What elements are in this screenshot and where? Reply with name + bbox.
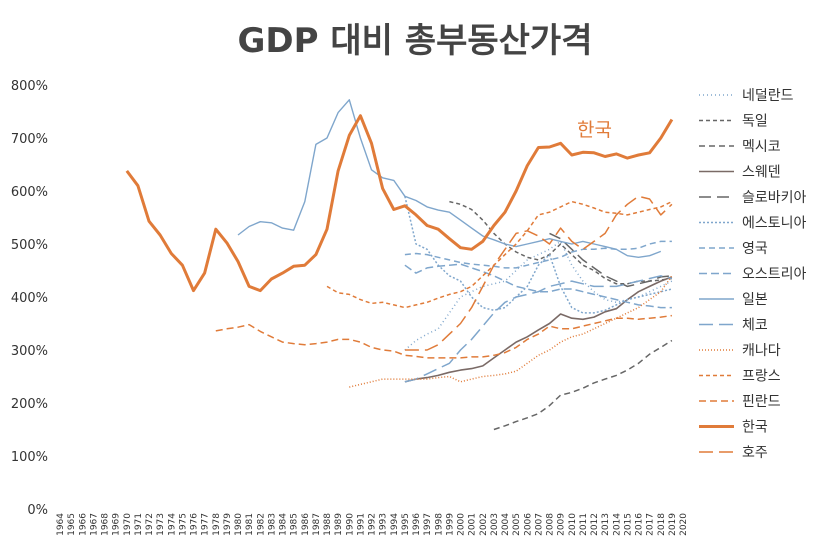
x-tick-label: 1995	[401, 513, 411, 536]
x-tick-label: 1964	[56, 513, 66, 536]
legend-label: 에스토니아	[742, 216, 807, 232]
legend-label: 네덜란드	[742, 88, 794, 104]
series-line	[349, 275, 673, 388]
y-tick-label: 100%	[11, 450, 48, 465]
legend-label: 캐나다	[742, 343, 781, 359]
x-tick-label: 1968	[101, 513, 111, 536]
series-line	[404, 196, 673, 314]
y-tick-label: 400%	[11, 291, 48, 306]
legend-label: 핀란드	[742, 394, 781, 410]
y-tick-label: 500%	[11, 238, 48, 253]
x-tick-label: 1971	[134, 513, 144, 536]
x-tick-label: 1975	[178, 513, 188, 536]
legend-label: 멕시코	[742, 139, 781, 155]
legend-label: 일본	[742, 292, 768, 308]
y-tick-label: 300%	[11, 344, 48, 359]
x-tick-label: 2016	[635, 513, 645, 536]
x-tick-label: 1976	[190, 513, 200, 536]
x-tick-label: 2002	[479, 513, 489, 536]
x-tick-label: 1986	[301, 513, 311, 536]
x-tick-label: 1967	[89, 513, 99, 536]
x-tick-label: 1974	[167, 513, 177, 536]
x-tick-label: 1979	[223, 513, 233, 536]
x-tick-label: 1977	[201, 513, 211, 536]
x-tick-label: 2017	[646, 513, 656, 536]
series-line	[404, 195, 673, 351]
series-line	[326, 200, 673, 309]
legend-label: 영국	[742, 241, 768, 257]
x-tick-label: 2003	[490, 513, 500, 536]
x-tick-label: 2008	[546, 513, 556, 536]
x-tick-label: 2013	[601, 513, 611, 536]
x-axis: 1964 1965 1966 1967 1968 1969 1970 1971 1972 1973…	[56, 513, 689, 536]
x-tick-label: 1966	[78, 513, 88, 536]
x-tick-label: 1981	[245, 513, 255, 536]
legend-label: 프랑스	[742, 369, 781, 385]
series-line	[404, 263, 672, 309]
x-tick-label: 1982	[256, 513, 266, 536]
legend-label: 독일	[742, 114, 768, 130]
x-tick-label: 1980	[234, 513, 244, 536]
x-tick-label: 2010	[568, 513, 578, 536]
series-line	[125, 114, 674, 293]
x-tick-label: 1992	[368, 513, 378, 536]
x-tick-label: 1969	[112, 513, 122, 536]
series-layer	[125, 99, 674, 431]
x-tick-label: 1998	[434, 513, 444, 536]
y-tick-label: 0%	[27, 503, 48, 518]
y-tick-label: 600%	[11, 185, 48, 200]
series-line	[215, 314, 673, 359]
x-tick-label: 1996	[412, 513, 422, 536]
legend-label: 슬로바키아	[742, 190, 807, 206]
x-tick-label: 2005	[512, 513, 522, 536]
x-tick-label: 2001	[468, 513, 478, 536]
series-line	[493, 339, 673, 431]
x-tick-label: 2007	[534, 513, 544, 536]
x-tick-label: 2020	[679, 513, 689, 536]
y-axis: 0% 100% 200% 300% 400% 500% 600% 700% 800%	[11, 79, 48, 518]
legend-label: 체코	[742, 318, 768, 334]
legend-label: 한국	[742, 420, 768, 436]
series-line	[549, 232, 672, 288]
x-tick-label: 1991	[356, 513, 366, 536]
chart-title: GDP 대비 총부동산가격	[238, 21, 593, 61]
x-tick-label: 1993	[379, 513, 389, 536]
x-tick-label: 2004	[501, 513, 511, 536]
legend-label: 호주	[742, 445, 768, 461]
series-line	[404, 240, 672, 269]
x-tick-label: 2012	[590, 513, 600, 536]
legend: 네덜란드독일멕시코스웨덴슬로바키아에스토니아영국오스트리아일본체코캐나다프랑스핀…	[699, 88, 807, 461]
x-tick-label: 1972	[145, 513, 155, 536]
x-tick-label: 2019	[668, 513, 678, 536]
x-tick-label: 2018	[657, 513, 667, 536]
x-tick-label: 2009	[557, 513, 567, 536]
x-tick-label: 1983	[267, 513, 277, 536]
x-tick-label: 1978	[212, 513, 222, 536]
x-tick-label: 1985	[290, 513, 300, 536]
x-tick-label: 2000	[457, 513, 467, 536]
x-tick-label: 1965	[67, 513, 77, 536]
x-tick-label: 2015	[623, 513, 633, 536]
x-tick-label: 2006	[523, 513, 533, 536]
series-line	[404, 275, 673, 383]
x-tick-label: 2014	[612, 513, 622, 536]
x-tick-label: 1973	[156, 513, 166, 536]
korea-annotation: 한국	[577, 119, 612, 141]
x-tick-label: 1984	[279, 513, 289, 536]
y-tick-label: 800%	[11, 79, 48, 94]
x-tick-label: 1997	[423, 513, 433, 536]
y-tick-label: 700%	[11, 132, 48, 147]
y-tick-label: 200%	[11, 397, 48, 412]
legend-label: 스웨덴	[742, 165, 781, 181]
legend-label: 오스트리아	[742, 267, 807, 283]
x-tick-label: 1987	[312, 513, 322, 536]
x-tick-label: 2011	[579, 513, 589, 536]
x-tick-label: 1988	[323, 513, 333, 536]
x-tick-label: 1990	[345, 513, 355, 536]
x-tick-label: 1994	[390, 513, 400, 536]
x-tick-label: 1989	[334, 513, 344, 536]
x-tick-label: 1999	[445, 513, 455, 536]
x-tick-label: 1970	[123, 513, 133, 536]
